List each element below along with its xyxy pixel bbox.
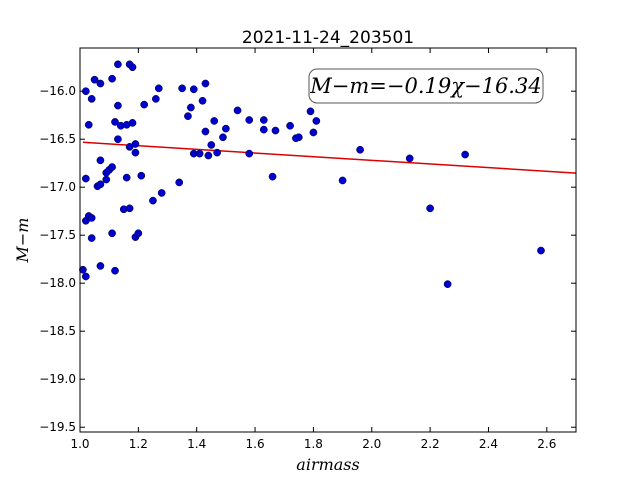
y-tick-label: −17.0: [39, 180, 76, 194]
data-point: [128, 119, 137, 127]
data-point: [233, 106, 242, 115]
data-point: [195, 149, 204, 158]
x-tick-label: 1.8: [304, 437, 323, 451]
data-point: [152, 95, 160, 103]
data-point: [125, 204, 134, 213]
data-point: [210, 117, 219, 125]
data-point: [271, 126, 280, 135]
data-point: [81, 174, 90, 183]
data-point: [356, 145, 364, 154]
data-point: [114, 135, 122, 144]
data-point: [131, 148, 140, 157]
data-point: [114, 101, 122, 110]
data-point: [306, 107, 315, 116]
data-point: [443, 280, 452, 289]
data-point: [81, 87, 90, 96]
data-point: [87, 95, 96, 103]
y-tick-label: −18.5: [39, 324, 76, 338]
data-point: [201, 127, 210, 136]
data-point: [134, 229, 143, 238]
data-point: [108, 163, 116, 171]
data-point: [184, 112, 192, 121]
data-point: [213, 148, 221, 157]
data-point: [259, 116, 268, 124]
data-point: [87, 214, 96, 222]
x-tick-label: 2.4: [479, 437, 498, 451]
data-point: [309, 128, 318, 137]
data-point: [204, 151, 213, 160]
annotation-box: [308, 68, 544, 104]
data-point: [175, 178, 184, 187]
data-point: [96, 156, 105, 165]
data-point: [108, 229, 116, 238]
x-tick-label: 1.6: [246, 437, 265, 451]
data-point: [111, 266, 119, 275]
y-tick-label: −18.0: [39, 276, 76, 290]
data-point: [245, 149, 254, 158]
data-point: [102, 175, 111, 184]
data-point: [122, 173, 131, 182]
data-point: [286, 121, 294, 130]
x-tick-label: 1.4: [187, 437, 206, 451]
plot-area: [80, 48, 576, 432]
y-tick-label: −17.5: [39, 228, 76, 242]
data-point: [79, 265, 87, 274]
data-point: [201, 79, 210, 88]
data-point: [149, 196, 157, 205]
data-point: [187, 103, 195, 112]
data-point: [189, 85, 198, 94]
data-point: [108, 74, 116, 83]
data-point: [461, 150, 469, 159]
data-point: [137, 171, 146, 180]
data-point: [268, 172, 277, 181]
data-point: [81, 272, 90, 281]
data-point: [84, 120, 93, 129]
data-point: [131, 140, 140, 148]
data-point: [198, 96, 207, 105]
data-point: [96, 262, 105, 270]
data-point: [111, 118, 119, 126]
data-point: [140, 100, 149, 109]
data-point: [312, 117, 321, 125]
data-point: [96, 180, 105, 189]
fit-line: [82, 141, 577, 174]
y-axis-label: M−m: [13, 218, 32, 264]
data-point: [259, 125, 268, 134]
data-point: [87, 234, 96, 242]
x-tick-label: 2.0: [362, 437, 381, 451]
data-point: [405, 154, 414, 163]
data-point: [426, 204, 434, 213]
x-tick-label: 2.6: [537, 437, 556, 451]
y-tick-label: −19.5: [39, 420, 76, 434]
fit-annotation: M−m=−0.19χ−16.34: [308, 68, 544, 104]
plot-frame: [79, 47, 577, 433]
annotation-text: M−m=−0.19χ−16.34: [309, 74, 541, 98]
data-point: [96, 79, 105, 88]
data-point: [178, 84, 186, 93]
data-point: [294, 133, 303, 142]
x-tick-label: 2.2: [421, 437, 440, 451]
data-point: [222, 124, 230, 133]
x-tick-label: 1.2: [129, 437, 148, 451]
data-point: [537, 246, 545, 255]
data-point: [157, 189, 166, 197]
axis-ticks: [79, 48, 576, 432]
x-tick-label: 1.0: [70, 437, 89, 451]
data-point: [114, 60, 122, 69]
data-point: [245, 116, 254, 124]
chart-title: 2021-11-24_203501: [242, 28, 414, 48]
x-axis-label: airmass: [296, 455, 359, 474]
y-tick-label: −19.0: [39, 372, 76, 386]
data-point: [207, 141, 216, 149]
y-tick-label: −16.0: [39, 84, 76, 98]
axis-tick-labels: 1.0 1.2 1.4 1.6 1.8 2.0 2.2 2.4 2.6 −16.0 −16.5 −17…: [39, 84, 556, 451]
data-point: [128, 63, 137, 72]
y-tick-label: −16.5: [39, 132, 76, 146]
data-points: [79, 60, 545, 289]
data-point: [338, 176, 347, 185]
data-point: [154, 84, 163, 93]
data-point: [219, 133, 227, 142]
data-point: [90, 75, 99, 84]
